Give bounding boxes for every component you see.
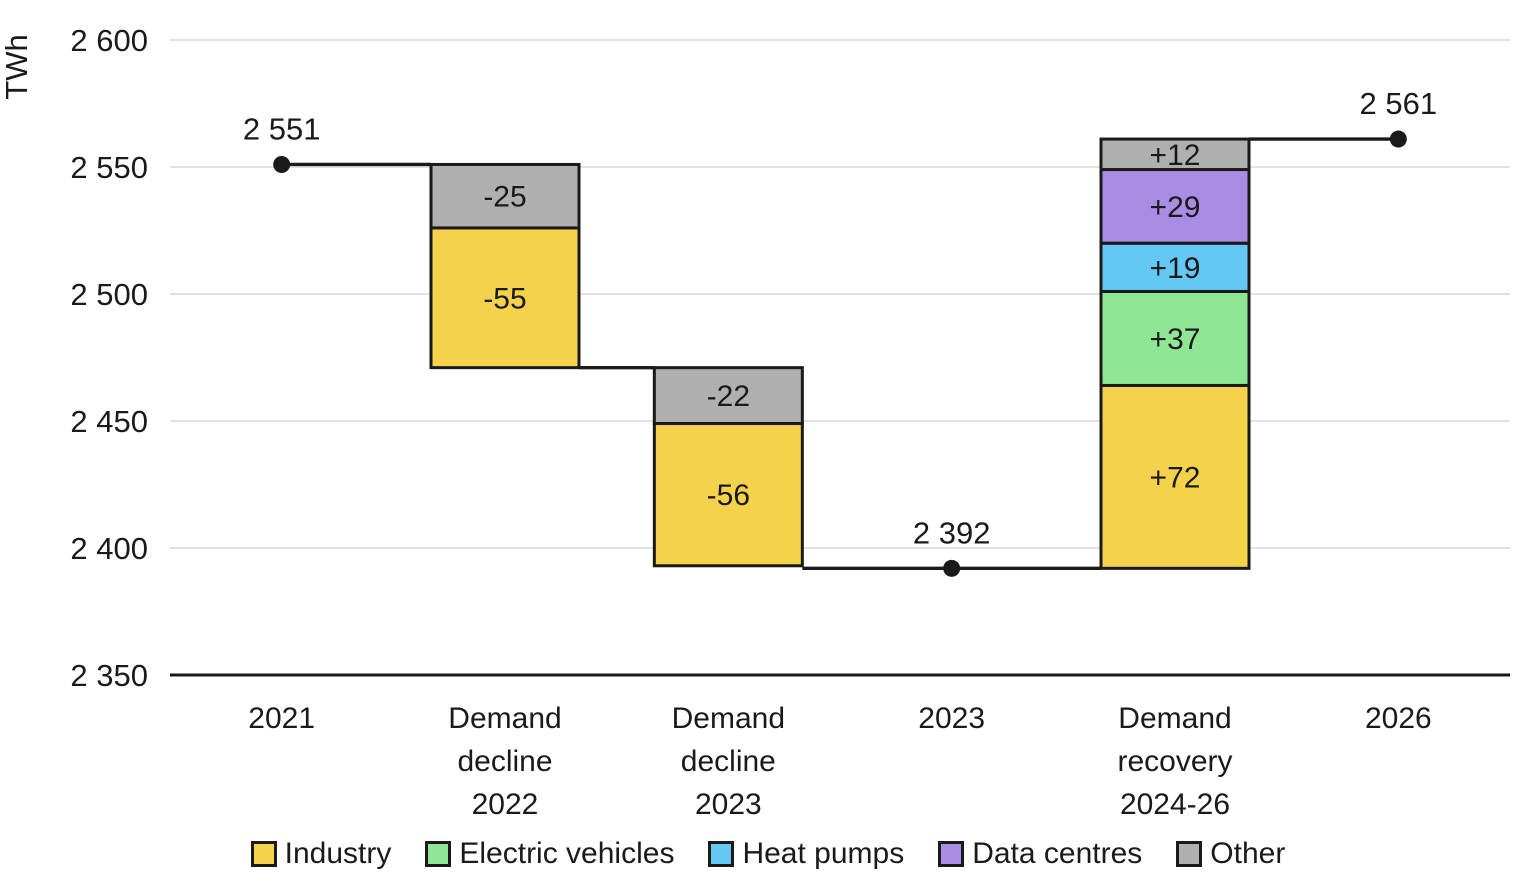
legend-item-industry: Industry	[250, 837, 392, 871]
segment-label: +12	[1150, 139, 1201, 172]
legend-item-heat-pumps: Heat pumps	[708, 837, 904, 871]
legend-label-electric-vehicles: Electric vehicles	[459, 837, 675, 870]
bar-segment	[652, 422, 804, 568]
legend-item-other: Other	[1176, 837, 1285, 871]
x-category-label: 2021	[248, 702, 315, 735]
bar-segment	[1099, 289, 1251, 387]
x-category-label: 2024-26	[1120, 788, 1230, 821]
anchor-dot	[273, 155, 291, 173]
segment-label: -25	[483, 181, 526, 214]
legend-swatch-electric-vehicles-icon	[425, 841, 452, 867]
x-category-label: 2023	[695, 788, 762, 821]
x-category-label: 2023	[918, 702, 985, 735]
segment-label: +29	[1150, 191, 1201, 224]
legend-label-heat-pumps: Heat pumps	[742, 837, 905, 870]
bar-segment	[1099, 168, 1251, 245]
legend-label-data-centres: Data centres	[972, 837, 1143, 870]
y-tick-label: 2 500	[70, 277, 148, 312]
bar-segment	[429, 226, 581, 370]
bar-segment	[429, 162, 581, 230]
y-tick-label: 2 600	[70, 23, 148, 58]
segment-label: +72	[1150, 461, 1201, 494]
bar-segment	[1099, 137, 1251, 172]
chart-legend: Industry Electric vehicles Heat pumps Da…	[0, 828, 1536, 880]
y-axis-unit-label: TWh	[0, 34, 34, 99]
segment-label: +37	[1150, 323, 1201, 356]
legend-item-data-centres: Data centres	[938, 837, 1142, 871]
x-category-label: 2026	[1365, 702, 1432, 735]
waterfall-chart: 2 600 2 550 2 500 2 450 2 400 2 350 TWh -25 -55 -…	[0, 23, 1510, 821]
segment-label: -56	[707, 479, 750, 512]
anchor-value-label: 2 561	[1360, 86, 1438, 121]
x-category-label: decline	[457, 745, 552, 778]
legend-swatch-heat-pumps-icon	[708, 841, 735, 867]
anchor-value-label: 2 392	[913, 515, 991, 550]
segment-label: +19	[1150, 252, 1201, 285]
legend-item-electric-vehicles: Electric vehicles	[425, 837, 674, 871]
bar-segment	[1099, 241, 1251, 293]
legend-swatch-data-centres-icon	[938, 841, 965, 867]
y-tick-label: 2 550	[70, 150, 148, 185]
x-category-label: Demand	[672, 702, 785, 735]
legend-label-other: Other	[1210, 837, 1286, 870]
legend-swatch-other-icon	[1176, 841, 1203, 867]
x-category-label: decline	[681, 745, 776, 778]
segment-label: -22	[707, 380, 750, 413]
anchor-dot	[1389, 130, 1407, 148]
anchor-value-label: 2 551	[243, 111, 321, 146]
bar-segment	[1099, 383, 1251, 570]
x-category-label: recovery	[1117, 745, 1232, 778]
legend-label-industry: Industry	[284, 837, 392, 870]
anchor-dot	[943, 559, 961, 577]
y-tick-label: 2 450	[70, 404, 148, 439]
y-tick-label: 2 350	[70, 658, 148, 693]
segment-label: -55	[483, 282, 526, 315]
y-tick-label: 2 400	[70, 531, 148, 566]
x-category-label: Demand	[1118, 702, 1231, 735]
x-category-label: Demand	[448, 702, 561, 735]
x-category-label: 2022	[472, 788, 539, 821]
legend-swatch-industry-icon	[250, 841, 277, 867]
